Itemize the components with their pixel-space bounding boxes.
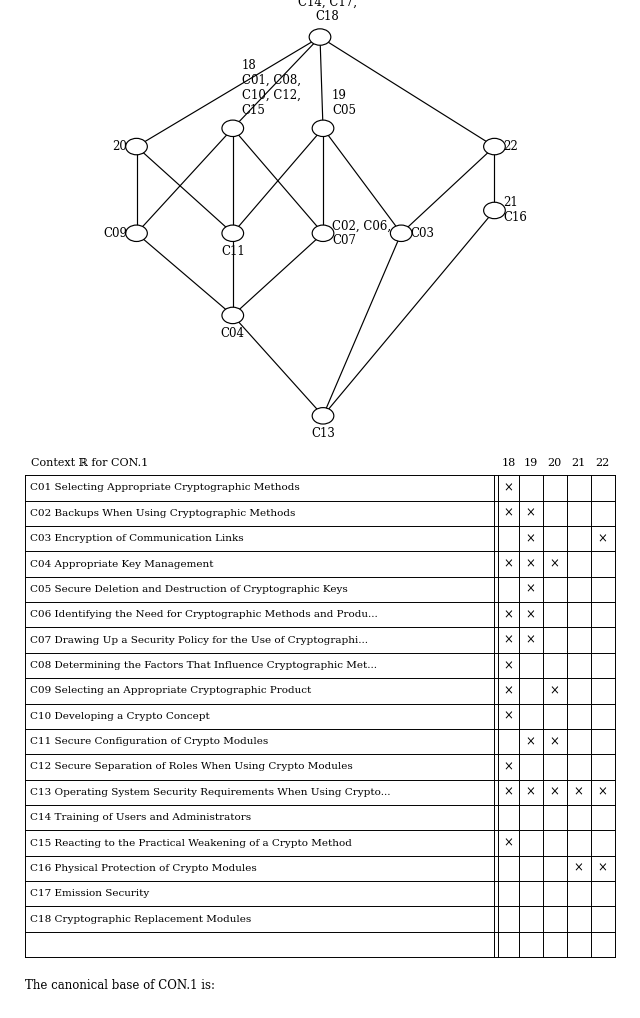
Text: C09: C09	[104, 227, 127, 240]
Circle shape	[309, 29, 331, 45]
Text: ×: ×	[504, 633, 513, 646]
Text: C13 Operating System Security Requirements When Using Crypto...: C13 Operating System Security Requiremen…	[30, 788, 390, 797]
Text: C13: C13	[311, 428, 335, 440]
Text: ×: ×	[504, 558, 513, 570]
Text: C07 Drawing Up a Security Policy for the Use of Cryptographi...: C07 Drawing Up a Security Policy for the…	[30, 635, 368, 644]
Text: The canonical base of CON.1 is:: The canonical base of CON.1 is:	[25, 979, 215, 993]
Text: C03 Encryption of Communication Links: C03 Encryption of Communication Links	[30, 534, 244, 544]
Circle shape	[484, 203, 506, 219]
Text: ×: ×	[525, 583, 536, 596]
Text: ×: ×	[550, 558, 559, 570]
Text: ×: ×	[504, 507, 513, 520]
Circle shape	[222, 307, 244, 324]
Text: ×: ×	[525, 786, 536, 799]
Circle shape	[222, 225, 244, 241]
Text: C11 Secure Configuration of Crypto Modules: C11 Secure Configuration of Crypto Modul…	[30, 737, 268, 746]
Text: C12 Secure Separation of Roles When Using Crypto Modules: C12 Secure Separation of Roles When Usin…	[30, 762, 353, 772]
Text: ×: ×	[573, 862, 584, 874]
Text: C17 Emission Security: C17 Emission Security	[30, 890, 149, 898]
Text: ×: ×	[573, 786, 584, 799]
Text: C14 Training of Users and Administrators: C14 Training of Users and Administrators	[30, 813, 251, 823]
Text: C02, C06,
C07: C02, C06, C07	[332, 219, 391, 247]
Text: C04: C04	[221, 327, 244, 340]
Text: C03: C03	[410, 227, 434, 240]
Text: C02 Backups When Using Cryptographic Methods: C02 Backups When Using Cryptographic Met…	[30, 509, 296, 518]
Text: ×: ×	[598, 786, 608, 799]
Text: C09 Selecting an Appropriate Cryptographic Product: C09 Selecting an Appropriate Cryptograph…	[30, 686, 311, 695]
Text: ×: ×	[525, 609, 536, 621]
Text: ×: ×	[550, 786, 559, 799]
Text: C01 Selecting Appropriate Cryptographic Methods: C01 Selecting Appropriate Cryptographic …	[30, 484, 300, 493]
Text: C15 Reacting to the Practical Weakening of a Crypto Method: C15 Reacting to the Practical Weakening …	[30, 839, 352, 848]
Text: C14, C17,
C18: C14, C17, C18	[298, 0, 356, 23]
Text: ×: ×	[598, 862, 608, 874]
Circle shape	[390, 225, 412, 241]
Text: ×: ×	[504, 837, 513, 850]
Text: ×: ×	[525, 532, 536, 546]
Text: ×: ×	[504, 760, 513, 774]
Text: 18: 18	[501, 457, 515, 467]
Text: ×: ×	[504, 786, 513, 799]
Circle shape	[222, 120, 244, 136]
Text: Context ℝ for CON.1: Context ℝ for CON.1	[31, 457, 148, 467]
Text: ×: ×	[504, 659, 513, 672]
Text: C10 Developing a Crypto Concept: C10 Developing a Crypto Concept	[30, 712, 210, 721]
Text: 20: 20	[547, 457, 562, 467]
Text: 18
C01, C08,
C10, C12,
C15: 18 C01, C08, C10, C12, C15	[242, 59, 301, 117]
Text: 21
C16: 21 C16	[504, 196, 527, 224]
Text: ×: ×	[525, 507, 536, 520]
Circle shape	[312, 120, 334, 136]
Text: ×: ×	[525, 558, 536, 570]
Text: ×: ×	[550, 684, 559, 697]
Circle shape	[125, 138, 147, 155]
Text: C04 Appropriate Key Management: C04 Appropriate Key Management	[30, 560, 214, 568]
Text: ×: ×	[550, 735, 559, 748]
Text: 22: 22	[504, 140, 518, 153]
Text: 21: 21	[572, 457, 586, 467]
Text: 19: 19	[524, 457, 538, 467]
Text: ×: ×	[504, 609, 513, 621]
Text: C06 Identifying the Need for Cryptographic Methods and Produ...: C06 Identifying the Need for Cryptograph…	[30, 610, 378, 619]
Text: C16 Physical Protection of Crypto Modules: C16 Physical Protection of Crypto Module…	[30, 864, 257, 872]
Text: C08 Determining the Factors That Influence Cryptographic Met...: C08 Determining the Factors That Influen…	[30, 661, 377, 670]
Text: ×: ×	[525, 735, 536, 748]
Text: ×: ×	[504, 482, 513, 495]
Circle shape	[312, 407, 334, 425]
Text: 22: 22	[596, 457, 610, 467]
Text: ×: ×	[598, 532, 608, 546]
Text: ×: ×	[504, 684, 513, 697]
Text: 19
C05: 19 C05	[332, 89, 356, 117]
Text: C18 Cryptographic Replacement Modules: C18 Cryptographic Replacement Modules	[30, 914, 252, 923]
Text: ×: ×	[504, 710, 513, 723]
Text: ×: ×	[525, 633, 536, 646]
Circle shape	[125, 225, 147, 241]
Text: 20: 20	[113, 140, 127, 153]
Text: C05 Secure Deletion and Destruction of Cryptographic Keys: C05 Secure Deletion and Destruction of C…	[30, 585, 348, 593]
Circle shape	[312, 225, 334, 241]
Text: C11: C11	[221, 244, 244, 258]
Circle shape	[484, 138, 506, 155]
